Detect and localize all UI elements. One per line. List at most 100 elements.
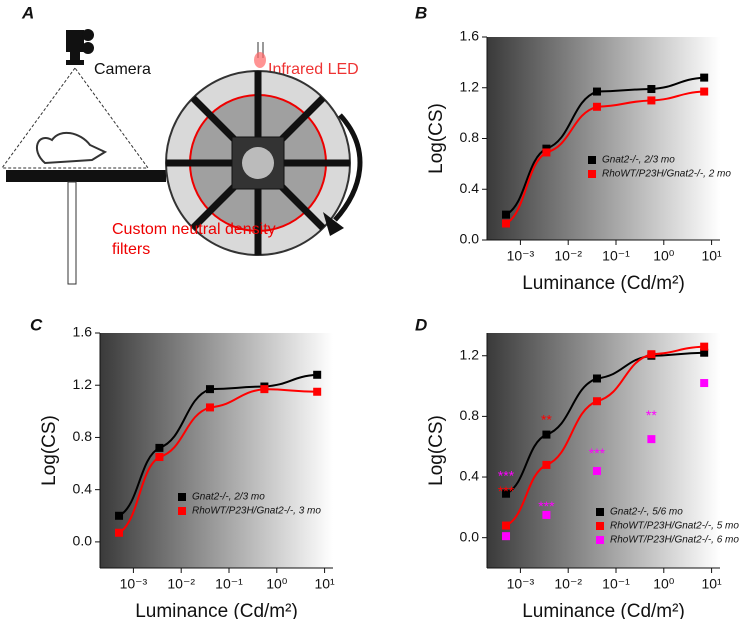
camera-icon bbox=[66, 30, 84, 52]
point bbox=[542, 460, 551, 469]
led bbox=[254, 52, 266, 68]
x-tick-label: 10⁻³ bbox=[120, 576, 148, 592]
point bbox=[647, 350, 656, 359]
y-tick-label: 1.2 bbox=[460, 78, 480, 94]
significance: *** bbox=[0, 0, 9, 7]
y-axis-label: Log(CS) bbox=[39, 415, 60, 486]
x-tick-label: 10⁻¹ bbox=[602, 576, 630, 592]
point bbox=[700, 379, 709, 388]
x-tick-label: 10⁻¹ bbox=[602, 248, 630, 264]
rotation-arrow bbox=[333, 113, 363, 222]
x-tick-label: 10⁻² bbox=[167, 576, 195, 592]
x-tick-label: 10⁻³ bbox=[507, 248, 535, 264]
point bbox=[647, 435, 656, 444]
legend-swatch bbox=[178, 493, 186, 501]
y-axis-label: Log(CS) bbox=[426, 103, 447, 174]
legend-swatch bbox=[178, 507, 186, 515]
legend-label: RhoWT/P23H/Gnat2-/-, 3 mo bbox=[192, 506, 321, 517]
point bbox=[700, 348, 709, 357]
point bbox=[155, 443, 164, 452]
fit-line bbox=[118, 373, 318, 517]
point bbox=[700, 342, 709, 351]
filters-label: Custom neutral density filters bbox=[112, 221, 276, 258]
point bbox=[542, 510, 551, 519]
y-tick-label: 1.2 bbox=[73, 376, 93, 392]
point bbox=[502, 210, 511, 219]
significance: *** bbox=[0, 0, 9, 7]
point bbox=[502, 219, 511, 228]
y-tick-label: 0.8 bbox=[460, 407, 480, 423]
significance: ** bbox=[541, 412, 552, 428]
y-tick-label: 1.6 bbox=[460, 28, 480, 44]
y-tick-label: 0.0 bbox=[460, 528, 480, 544]
y-tick-label: 0.0 bbox=[460, 231, 480, 247]
point bbox=[502, 489, 511, 498]
x-tick-label: 10⁰ bbox=[266, 576, 288, 592]
point bbox=[542, 430, 551, 439]
y-tick-label: 1.6 bbox=[73, 324, 93, 340]
point bbox=[592, 397, 601, 406]
view-cone bbox=[1, 67, 149, 169]
point bbox=[502, 532, 511, 541]
significance: *** bbox=[498, 468, 515, 484]
plot-background bbox=[100, 333, 333, 568]
camera-label: Camera bbox=[94, 61, 151, 78]
point bbox=[205, 385, 214, 394]
legend-label: Gnat2-/-, 2/3 mo bbox=[602, 155, 675, 166]
legend-label: RhoWT/P23H/Gnat2-/-, 6 mo bbox=[610, 535, 739, 546]
point bbox=[115, 511, 124, 520]
platform bbox=[6, 170, 166, 182]
point bbox=[592, 374, 601, 383]
point bbox=[115, 528, 124, 537]
x-tick-label: 10⁻² bbox=[554, 248, 582, 264]
legend-swatch bbox=[596, 508, 604, 516]
y-tick-label: 0.4 bbox=[73, 480, 93, 496]
panel-a: A Camera Infrared LED Custom neutral den… bbox=[1, 3, 363, 285]
significance: *** bbox=[538, 498, 555, 514]
x-tick-label: 10⁻³ bbox=[507, 576, 535, 592]
point bbox=[592, 466, 601, 475]
point bbox=[502, 521, 511, 530]
point bbox=[700, 87, 709, 96]
led-label: Infrared LED bbox=[268, 61, 359, 78]
legend-swatch bbox=[596, 536, 604, 544]
y-tick-label: 1.2 bbox=[460, 346, 480, 362]
x-tick-label: 10⁰ bbox=[653, 576, 675, 592]
point bbox=[647, 85, 656, 94]
point bbox=[260, 385, 269, 394]
fit-line bbox=[505, 76, 705, 216]
plot-background bbox=[487, 37, 720, 240]
y-axis-label: Log(CS) bbox=[426, 415, 447, 486]
point bbox=[647, 96, 656, 105]
y-tick-label: 0.8 bbox=[460, 129, 480, 145]
mouse bbox=[35, 131, 108, 165]
x-tick-label: 10¹ bbox=[314, 576, 335, 592]
panel-label: C bbox=[30, 315, 43, 334]
panel-label: D bbox=[415, 315, 427, 334]
point bbox=[700, 73, 709, 82]
point bbox=[205, 403, 214, 412]
point bbox=[592, 87, 601, 96]
x-tick-label: 10⁻¹ bbox=[215, 576, 243, 592]
significance: *** bbox=[498, 483, 515, 499]
x-axis-label: Luminance (Cd/m²) bbox=[135, 601, 298, 619]
legend-swatch bbox=[596, 522, 604, 530]
x-tick-label: 10⁰ bbox=[653, 248, 675, 264]
y-tick-label: 0.0 bbox=[73, 533, 93, 549]
fit-line bbox=[505, 90, 705, 225]
legend-label: Gnat2-/-, 5/6 mo bbox=[610, 507, 683, 518]
legend-label: RhoWT/P23H/Gnat2-/-, 5 mo bbox=[610, 521, 739, 532]
panel-label: A bbox=[21, 3, 34, 22]
legend-label: RhoWT/P23H/Gnat2-/-, 2 mo bbox=[602, 169, 731, 180]
legend-swatch bbox=[588, 156, 596, 164]
panel-label: B bbox=[415, 3, 427, 22]
point bbox=[313, 387, 322, 396]
y-tick-label: 0.8 bbox=[73, 428, 93, 444]
y-tick-label: 0.4 bbox=[460, 468, 480, 484]
x-tick-label: 10¹ bbox=[701, 248, 722, 264]
stand bbox=[67, 181, 77, 285]
x-tick-label: 10¹ bbox=[701, 576, 722, 592]
x-axis-label: Luminance (Cd/m²) bbox=[522, 601, 685, 619]
